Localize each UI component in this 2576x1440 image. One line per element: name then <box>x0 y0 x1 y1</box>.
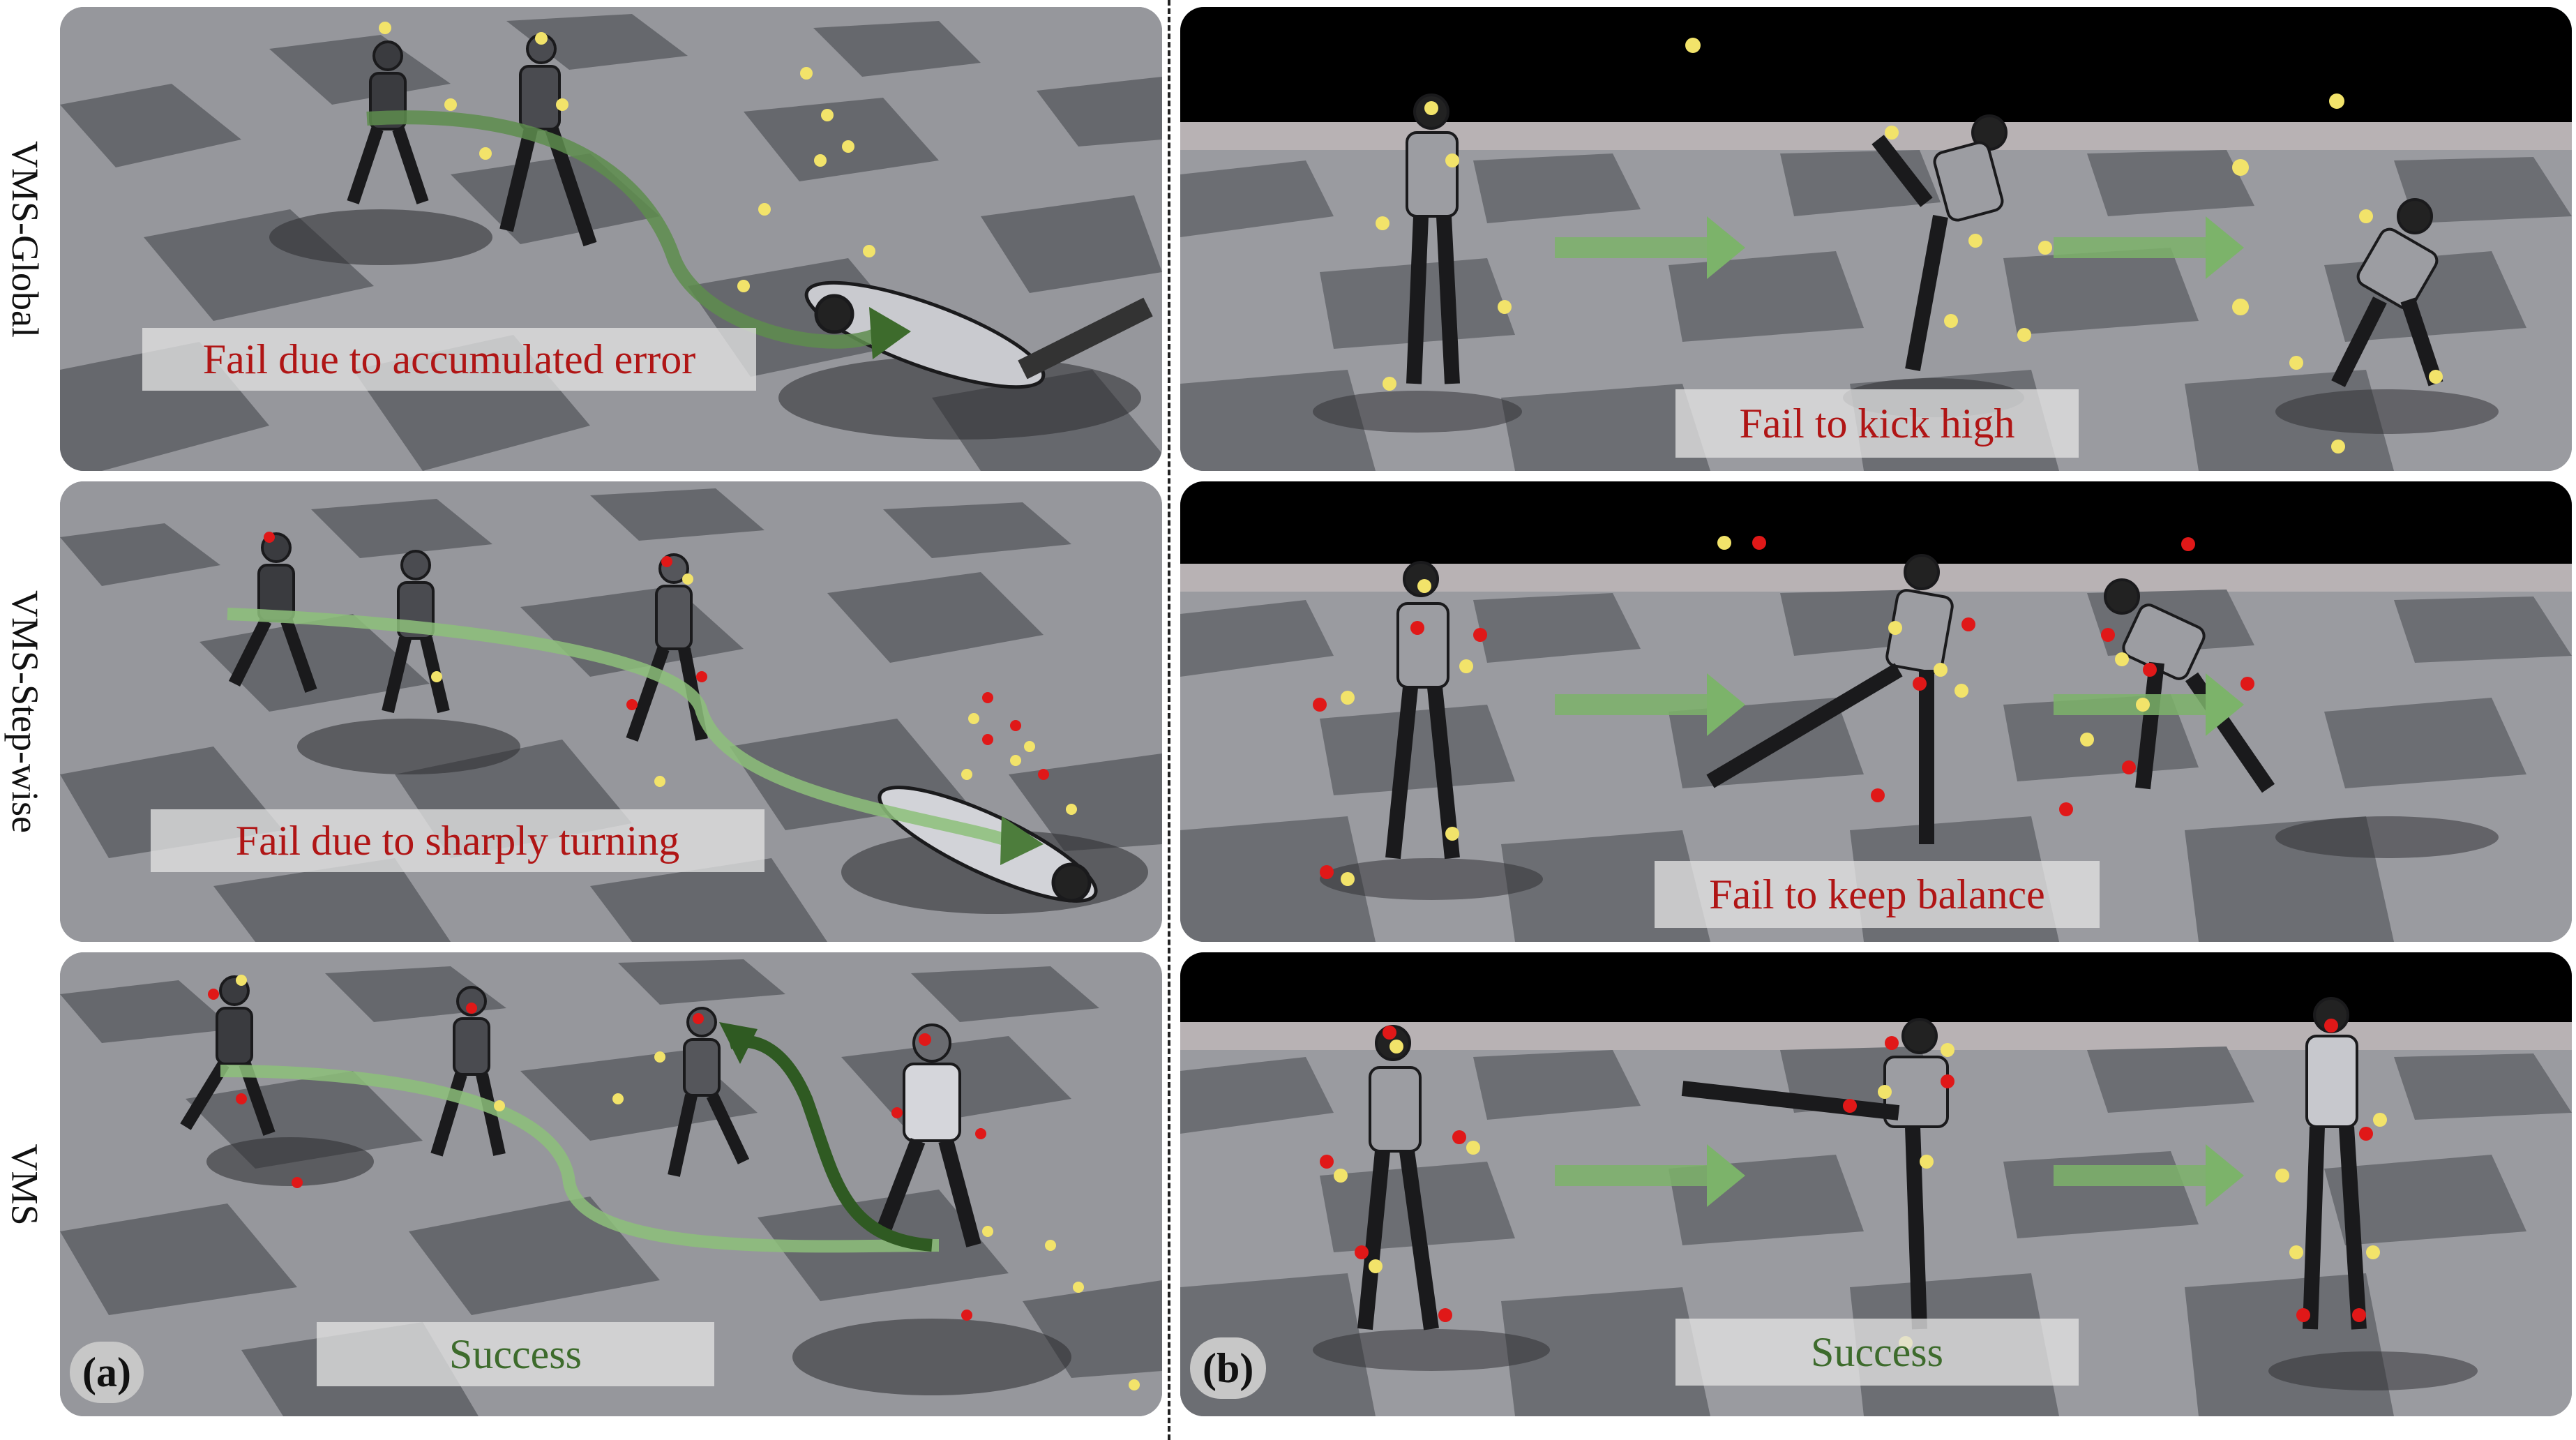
trajectory-arrow <box>227 608 1011 847</box>
badge-a: (a) <box>70 1342 144 1403</box>
step-arrow-head <box>2206 216 2244 279</box>
keypoint-markers-red <box>208 989 986 1321</box>
scene-b-balance <box>1180 481 2572 942</box>
badge-b: (b) <box>1190 1337 1267 1399</box>
sky <box>1180 481 2572 564</box>
robot-figure-fallen <box>804 280 1153 389</box>
keypoint-markers-red <box>264 532 1049 780</box>
row-label-vms-global: VMS-Global <box>4 140 46 338</box>
panel-divider <box>1168 0 1170 1440</box>
robot-figure <box>2331 198 2443 387</box>
row-label-vms: VMS <box>4 1143 47 1226</box>
keypoint-markers-yellow <box>1341 536 2150 886</box>
keypoint-markers <box>1376 38 2443 453</box>
scene-a-vms <box>60 952 1162 1416</box>
scene-a-step-wise <box>60 481 1162 942</box>
step-arrow-head <box>1707 216 1745 279</box>
step-arrow <box>2054 694 2214 715</box>
step-arrow <box>2054 237 2214 258</box>
panel-b-kick: Fail to kick high <box>1180 7 2572 471</box>
caption-a-global: Fail due to accumulated error <box>142 328 756 391</box>
caption-a-step-wise: Fail due to sharply turning <box>151 809 764 872</box>
caption-b-vms: Success <box>1675 1319 2079 1386</box>
step-arrow-head <box>2206 1144 2244 1207</box>
trajectory-arrow-return <box>728 1035 933 1252</box>
robot-figure <box>2303 997 2367 1330</box>
panel-b-balance: Fail to keep balance <box>1180 481 2572 942</box>
robot-figure <box>1871 114 2008 371</box>
row-label-vms-step-wise: VMS-Step-wise <box>4 590 46 833</box>
keypoint-markers-yellow <box>236 975 1140 1390</box>
caption-b-kick: Fail to kick high <box>1675 389 2079 458</box>
panel-b-vms: Success (b) <box>1180 952 2572 1416</box>
step-arrow-head <box>2206 673 2244 736</box>
keypoint-markers-yellow <box>431 573 1077 815</box>
panel-a-vms: Success (a) <box>60 952 1162 1416</box>
robot-figure-fallen <box>878 786 1098 903</box>
checkerboard-floor <box>60 959 1162 1416</box>
panel-a-global: Fail due to accumulated error <box>60 7 1162 471</box>
step-arrow <box>1555 1165 1715 1186</box>
robot-figure <box>1681 1018 1949 1330</box>
caption-a-vms: Success <box>317 1322 714 1386</box>
robot-figure <box>1706 554 1954 844</box>
keypoint-markers-red <box>1320 1019 2373 1322</box>
trajectory-arrow <box>366 110 879 349</box>
step-arrow-head <box>1707 673 1745 736</box>
sky <box>1180 7 2572 122</box>
keypoint-markers <box>379 22 875 292</box>
scene-a-global <box>60 7 1162 471</box>
step-arrow <box>2054 1165 2214 1186</box>
step-arrow-head <box>1707 1144 1745 1207</box>
panel-a-step-wise: Fail due to sharply turning <box>60 481 1162 942</box>
caption-b-balance: Fail to keep balance <box>1655 861 2100 928</box>
robot-figure <box>430 986 506 1157</box>
sky <box>1180 952 2572 1022</box>
keypoint-markers-red <box>1313 536 2254 879</box>
step-arrow <box>1555 237 1715 258</box>
robot-figure <box>499 33 597 247</box>
robot-figure <box>228 532 317 693</box>
step-arrow <box>1555 694 1715 715</box>
trajectory-arrow <box>220 1065 940 1253</box>
